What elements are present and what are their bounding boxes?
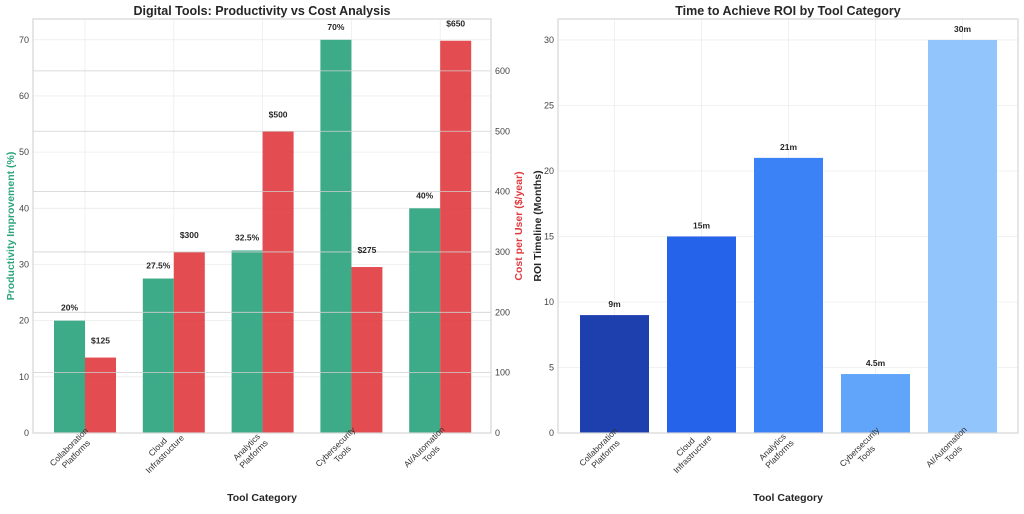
data-label-cost: $275 bbox=[357, 245, 376, 255]
bar-roi bbox=[754, 157, 823, 433]
left-y-axis-label: Productivity Improvement (%) bbox=[5, 152, 17, 301]
y-tick-label: 50 bbox=[19, 147, 29, 157]
left-x-axis-label: Tool Category bbox=[227, 492, 297, 504]
y-tick-label: 0 bbox=[549, 428, 554, 438]
y2-tick-label: 100 bbox=[495, 368, 510, 378]
data-label-roi: 15m bbox=[693, 220, 710, 230]
right-y-ticks: 0 5 10 15 20 25 30 bbox=[544, 35, 554, 438]
y-tick-label: 0 bbox=[24, 428, 29, 438]
right-y-axis-label: ROI Timeline (Months) bbox=[532, 170, 544, 281]
data-label-roi: 30m bbox=[954, 24, 971, 34]
y-tick-label: 40 bbox=[19, 203, 29, 213]
y2-tick-label: 200 bbox=[495, 307, 510, 317]
data-label-cost: $300 bbox=[180, 230, 199, 240]
bar-cost bbox=[262, 131, 294, 433]
bar-roi bbox=[928, 39, 997, 433]
data-label-roi: 4.5m bbox=[866, 358, 886, 368]
data-label-productivity: 27.5% bbox=[146, 261, 171, 271]
y-tick-label: 15 bbox=[544, 231, 554, 241]
data-label-cost: $125 bbox=[91, 336, 110, 346]
productivity-cost-chart: Digital Tools: Productivity vs Cost Anal… bbox=[5, 4, 525, 504]
left-plot-frame bbox=[32, 18, 492, 434]
y2-tick-label: 600 bbox=[495, 66, 510, 76]
data-label-productivity: 20% bbox=[61, 303, 78, 313]
left-secondary-gridlines bbox=[33, 70, 491, 374]
bar-cost bbox=[440, 40, 472, 433]
bar-cost bbox=[173, 251, 205, 433]
left-y2-ticks: 0 100 200 300 400 500 600 bbox=[495, 66, 510, 438]
y2-tick-label: 400 bbox=[495, 187, 510, 197]
bar-cost bbox=[85, 357, 116, 433]
y-tick-label: 5 bbox=[549, 362, 554, 372]
roi-timeline-chart: Time to Achieve ROI by Tool Category 0 5 1… bbox=[532, 4, 1019, 504]
right-plot-frame bbox=[557, 18, 1019, 434]
y-tick-label: 25 bbox=[544, 100, 554, 110]
bar-productivity bbox=[231, 250, 263, 433]
bar-productivity bbox=[142, 278, 174, 433]
y2-tick-label: 300 bbox=[495, 247, 510, 257]
data-label-cost: $650 bbox=[446, 19, 465, 29]
y2-tick-label: 500 bbox=[495, 126, 510, 136]
bar-productivity bbox=[54, 320, 85, 433]
y-tick-label: 20 bbox=[19, 316, 29, 326]
x-tick-label: AnalyticsPlatforms bbox=[756, 431, 796, 471]
data-label-roi: 21m bbox=[780, 142, 797, 152]
right-bars bbox=[580, 39, 997, 433]
y-tick-label: 20 bbox=[544, 166, 554, 176]
bar-productivity bbox=[320, 39, 352, 433]
y2-tick-label: 0 bbox=[495, 428, 500, 438]
data-label-productivity: 40% bbox=[416, 190, 433, 200]
left-bars bbox=[54, 39, 472, 433]
data-label-roi: 9m bbox=[608, 299, 621, 309]
bar-productivity bbox=[409, 208, 441, 433]
y-tick-label: 10 bbox=[544, 297, 554, 307]
x-tick-label: AnalyticsPlatforms bbox=[230, 431, 270, 471]
y-tick-label: 30 bbox=[544, 35, 554, 45]
bar-cost bbox=[351, 267, 383, 433]
y-tick-label: 30 bbox=[19, 259, 29, 269]
y-tick-label: 10 bbox=[19, 372, 29, 382]
bar-roi bbox=[580, 315, 649, 433]
left-y-ticks: 0 10 20 30 40 50 60 70 bbox=[19, 35, 29, 438]
data-label-productivity: 70% bbox=[327, 22, 344, 32]
y-tick-label: 70 bbox=[19, 35, 29, 45]
left-y2-axis-label: Cost per User ($/year) bbox=[513, 171, 525, 280]
bar-roi bbox=[841, 374, 910, 433]
data-label-productivity: 32.5% bbox=[235, 232, 260, 242]
bar-roi bbox=[667, 236, 736, 433]
right-chart-title: Time to Achieve ROI by Tool Category bbox=[675, 4, 901, 18]
data-label-cost: $500 bbox=[269, 109, 288, 119]
y-tick-label: 60 bbox=[19, 91, 29, 101]
right-data-labels: 9m 15m 21m 4.5m 30m bbox=[608, 24, 971, 368]
right-x-axis-label: Tool Category bbox=[753, 492, 823, 504]
left-chart-title: Digital Tools: Productivity vs Cost Anal… bbox=[134, 4, 391, 18]
left-data-labels: 20% $125 27.5% $300 32.5% $500 70% $275 40% $650 bbox=[61, 19, 465, 346]
